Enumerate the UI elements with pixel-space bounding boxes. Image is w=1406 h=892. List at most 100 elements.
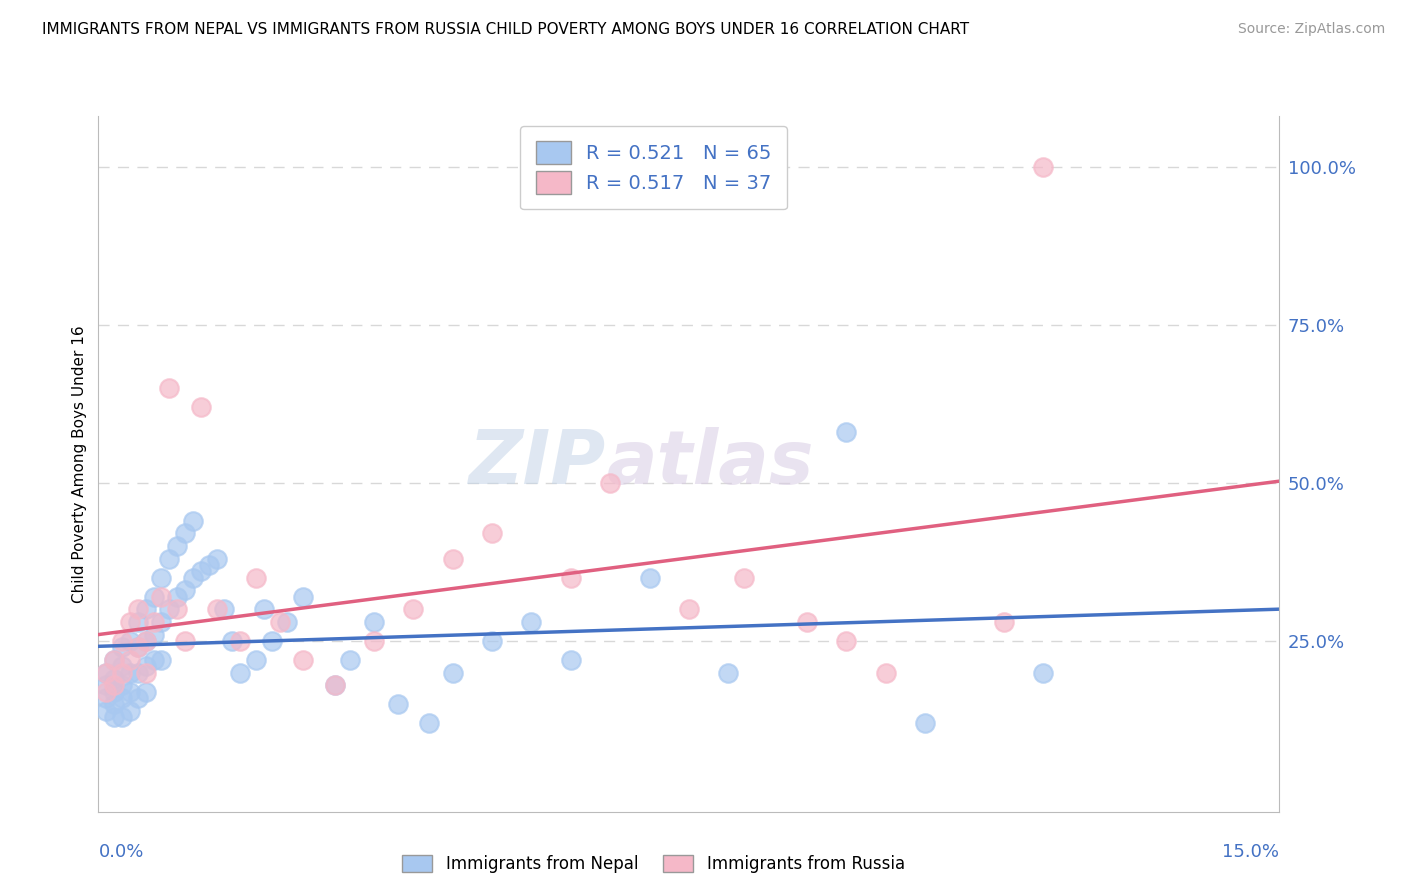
Point	[118, 615, 141, 629]
Text: IMMIGRANTS FROM NEPAL VS IMMIGRANTS FROM RUSSIA CHILD POVERTY AMONG BOYS UNDER 1: IMMIGRANTS FROM NEPAL VS IMMIGRANTS FROM…	[42, 22, 969, 37]
Point	[142, 615, 165, 629]
Point	[363, 615, 385, 629]
Point	[142, 627, 165, 641]
Point	[135, 634, 157, 648]
Point	[181, 514, 204, 528]
Point	[174, 583, 197, 598]
Point	[142, 590, 165, 604]
Point	[560, 653, 582, 667]
Point	[142, 653, 165, 667]
Point	[363, 634, 385, 648]
Point	[174, 526, 197, 541]
Point	[103, 653, 125, 667]
Point	[103, 697, 125, 711]
Point	[127, 640, 149, 655]
Point	[402, 602, 425, 616]
Point	[205, 602, 228, 616]
Point	[150, 571, 173, 585]
Point	[253, 602, 276, 616]
Point	[135, 659, 157, 673]
Point	[150, 653, 173, 667]
Point	[1032, 160, 1054, 174]
Point	[205, 551, 228, 566]
Point	[181, 571, 204, 585]
Point	[339, 653, 361, 667]
Point	[678, 602, 700, 616]
Point	[229, 665, 252, 680]
Point	[157, 551, 180, 566]
Point	[796, 615, 818, 629]
Point	[118, 704, 141, 718]
Point	[111, 678, 134, 692]
Point	[96, 665, 118, 680]
Text: Source: ZipAtlas.com: Source: ZipAtlas.com	[1237, 22, 1385, 37]
Point	[135, 634, 157, 648]
Point	[157, 381, 180, 395]
Point	[245, 571, 267, 585]
Point	[103, 684, 125, 698]
Point	[157, 602, 180, 616]
Point	[520, 615, 543, 629]
Point	[245, 653, 267, 667]
Point	[229, 634, 252, 648]
Point	[166, 590, 188, 604]
Point	[96, 690, 118, 705]
Point	[127, 640, 149, 655]
Point	[166, 602, 188, 616]
Point	[111, 634, 134, 648]
Point	[260, 634, 283, 648]
Point	[166, 539, 188, 553]
Point	[127, 665, 149, 680]
Point	[323, 678, 346, 692]
Point	[111, 640, 134, 655]
Point	[135, 684, 157, 698]
Point	[835, 425, 858, 440]
Point	[717, 665, 740, 680]
Point	[993, 615, 1015, 629]
Point	[1032, 665, 1054, 680]
Point	[481, 526, 503, 541]
Text: atlas: atlas	[606, 427, 814, 500]
Point	[835, 634, 858, 648]
Text: 15.0%: 15.0%	[1222, 843, 1279, 861]
Point	[118, 653, 141, 667]
Point	[441, 665, 464, 680]
Point	[96, 665, 118, 680]
Point	[269, 615, 291, 629]
Point	[292, 653, 315, 667]
Point	[190, 565, 212, 579]
Point	[111, 690, 134, 705]
Point	[96, 678, 118, 692]
Point	[118, 634, 141, 648]
Point	[875, 665, 897, 680]
Point	[441, 551, 464, 566]
Point	[276, 615, 298, 629]
Point	[103, 672, 125, 686]
Text: ZIP: ZIP	[470, 427, 606, 500]
Point	[214, 602, 236, 616]
Point	[599, 475, 621, 490]
Point	[733, 571, 755, 585]
Point	[481, 634, 503, 648]
Point	[174, 634, 197, 648]
Point	[103, 710, 125, 724]
Point	[96, 704, 118, 718]
Point	[418, 716, 440, 731]
Point	[323, 678, 346, 692]
Point	[387, 697, 409, 711]
Point	[150, 590, 173, 604]
Point	[111, 659, 134, 673]
Point	[197, 558, 219, 572]
Point	[560, 571, 582, 585]
Point	[150, 615, 173, 629]
Point	[127, 615, 149, 629]
Y-axis label: Child Poverty Among Boys Under 16: Child Poverty Among Boys Under 16	[72, 325, 87, 603]
Point	[127, 690, 149, 705]
Point	[221, 634, 243, 648]
Text: 0.0%: 0.0%	[98, 843, 143, 861]
Point	[638, 571, 661, 585]
Point	[96, 684, 118, 698]
Point	[914, 716, 936, 731]
Point	[103, 653, 125, 667]
Point	[127, 602, 149, 616]
